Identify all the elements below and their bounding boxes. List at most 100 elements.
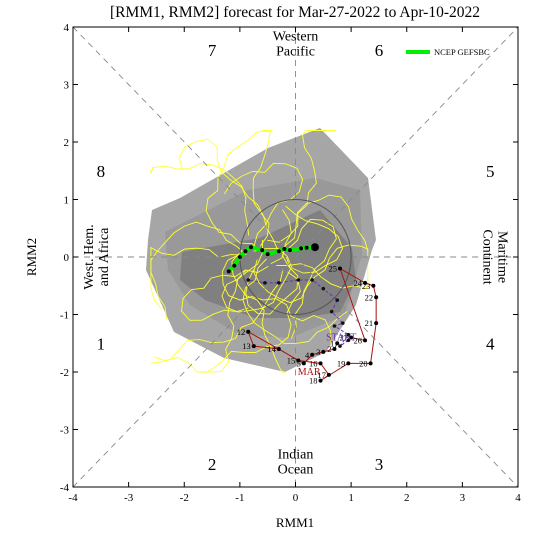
phase-label: 8 — [97, 162, 106, 181]
ensemble-mean-point — [321, 286, 326, 291]
chart-title: [RMM1, RMM2] forecast for Mar-27-2022 to… — [110, 4, 480, 21]
ensemble-member-line — [242, 258, 348, 345]
x-tick-label: -2 — [180, 492, 189, 504]
ensemble-mean-point — [332, 324, 337, 328]
observed-day-label: 5 — [297, 358, 301, 368]
ensemble-mean-point — [246, 278, 251, 282]
phase-label: 5 — [486, 162, 495, 181]
ensemble-mean-point — [346, 332, 351, 337]
series-point — [226, 269, 231, 274]
x-tick-label: 2 — [404, 492, 410, 504]
x-tick-label: 4 — [515, 492, 521, 504]
observed-point — [296, 358, 301, 363]
region-label-line: Maritime — [494, 231, 509, 283]
observed-point — [368, 361, 373, 366]
region-label-line: Western — [273, 30, 319, 45]
observed-day-label: 20 — [359, 358, 368, 368]
x-tick-label: -4 — [68, 492, 78, 504]
ensemble-member-line — [288, 218, 337, 339]
x-axis-label: RMM1 — [276, 515, 314, 530]
observed-day-label: 1 — [330, 338, 334, 348]
ensemble-member-line — [150, 221, 247, 320]
observed-day-label: 22 — [365, 292, 374, 302]
y-tick-label: 1 — [64, 195, 70, 207]
ensemble-mean-point — [263, 281, 267, 285]
observed-day-label: 18 — [309, 376, 318, 386]
legend-label: NCEP GEFSBC — [434, 47, 490, 57]
legend: NCEP GEFSBC — [406, 47, 490, 57]
ensemble-mean-point — [277, 281, 281, 285]
x-tick-label: 0 — [293, 492, 299, 504]
y-tick-label: -3 — [60, 425, 70, 437]
observed-point — [335, 341, 340, 346]
series-point — [287, 248, 292, 253]
observed-point — [301, 361, 306, 366]
phase-label: 2 — [208, 455, 217, 474]
observed-day-label: 23 — [362, 281, 371, 291]
forecast-series — [226, 243, 319, 274]
series-point — [299, 246, 304, 251]
series-point — [260, 248, 265, 253]
ensemble-spread-mid — [165, 178, 362, 338]
observed-day-label: 17 — [317, 370, 326, 380]
ensemble-member-line — [245, 209, 299, 315]
observed-day-label: 25 — [329, 264, 338, 274]
region-label-line: Continent — [479, 229, 494, 284]
observed-day-label: 2 — [327, 344, 331, 354]
observed-point — [326, 372, 331, 377]
region-label-line: Indian — [278, 448, 314, 463]
series-point — [304, 245, 309, 250]
y-tick-label: 0 — [64, 252, 70, 264]
observed-day-label: 3 — [316, 347, 320, 357]
phase-label: 7 — [208, 41, 217, 60]
diagonal-guide — [72, 26, 519, 488]
y-axis-label: RMM2 — [24, 238, 39, 276]
region-label-line: and Africa — [97, 227, 112, 286]
observed-day-label: 26 — [354, 335, 363, 345]
observed-point — [346, 361, 351, 366]
ensemble-member-line — [252, 130, 273, 247]
start-label: START — [326, 332, 356, 343]
observed-day-label: 14 — [267, 344, 276, 354]
series-point — [232, 263, 237, 268]
observed-day-label: 24 — [354, 278, 363, 288]
region-label-line: Pacific — [276, 45, 315, 60]
region-label: West. Hem. and Africa — [82, 224, 112, 289]
observed-point — [318, 361, 323, 366]
ensemble-member-line — [267, 130, 337, 243]
ensemble-member-line — [178, 138, 279, 251]
ensemble-member-line — [181, 266, 269, 321]
observed-point — [251, 344, 256, 349]
y-tick-label: 3 — [64, 80, 70, 92]
observed-day-label: 15 — [287, 356, 296, 366]
series-end-point — [310, 243, 319, 252]
phase-label: 1 — [97, 334, 106, 353]
observed-point — [338, 266, 342, 271]
ensemble-member-line — [270, 194, 369, 265]
x-tick-label: -3 — [124, 492, 134, 504]
observed-point — [276, 347, 281, 351]
phase-label: 3 — [375, 455, 384, 474]
y-tick-label: 4 — [64, 22, 70, 34]
region-label-line: West. Hem. — [82, 224, 97, 289]
ensemble-member-line — [253, 244, 369, 304]
series-point — [282, 246, 287, 251]
ensemble-member-line — [205, 130, 270, 253]
series-point — [265, 252, 270, 257]
observed-point — [363, 280, 368, 285]
ensemble-mean-point — [338, 344, 342, 348]
observed-day-label: 12 — [237, 327, 246, 337]
ensemble-member-line — [253, 205, 343, 274]
ensemble-member-line — [221, 254, 332, 344]
series-point — [237, 255, 242, 259]
ensemble-member-line — [221, 239, 292, 313]
observed-point — [363, 338, 368, 343]
region-label-line: Ocean — [278, 463, 314, 478]
ensemble-mean-point — [310, 278, 314, 282]
